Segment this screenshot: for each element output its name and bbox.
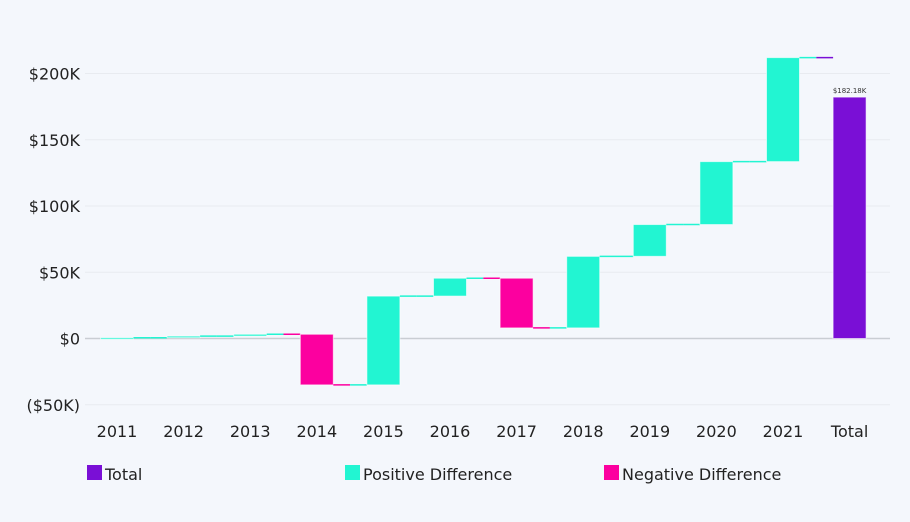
y-tick-label: $100K (29, 197, 81, 216)
y-tick-label: $200K (29, 65, 81, 84)
bar-2012 (166, 335, 201, 339)
y-tick-label: $50K (39, 263, 81, 282)
y-tick-label: $150K (29, 131, 81, 150)
bar-2018 (566, 255, 601, 329)
x-tick-label: 2014 (296, 422, 337, 441)
x-tick-label: 2017 (496, 422, 537, 441)
legend-label: Negative Difference (622, 465, 781, 484)
x-tick-label: 2015 (363, 422, 404, 441)
bar-2014 (299, 333, 334, 386)
x-tick-label: 2013 (230, 422, 271, 441)
y-tick-label: ($50K) (26, 396, 80, 415)
bar-2016 (433, 277, 467, 297)
legend-swatch-2 (604, 465, 619, 480)
x-tick-label: 2020 (696, 422, 737, 441)
bar-2013 (233, 333, 268, 337)
legend-label: Total (104, 465, 142, 484)
bar-2015 (366, 295, 401, 386)
x-tick-label: 2021 (763, 422, 804, 441)
legend-swatch-1 (345, 465, 360, 480)
bar-2017 (499, 277, 534, 329)
bar-2021 (766, 57, 800, 163)
bar-2011 (100, 337, 134, 340)
bar-total (832, 96, 867, 340)
x-tick-label: 2011 (97, 422, 138, 441)
x-tick-label: 2019 (629, 422, 670, 441)
legend-swatch-0 (87, 465, 102, 480)
legend-label: Positive Difference (363, 465, 512, 484)
data-label-total: $182.18K (833, 87, 867, 95)
x-tick-label: 2018 (563, 422, 604, 441)
bar-2019 (632, 224, 667, 257)
x-tick-label: Total (830, 422, 868, 441)
bar-2020 (699, 161, 734, 226)
y-tick-label: $0 (60, 330, 80, 349)
x-tick-label: 2012 (163, 422, 204, 441)
x-tick-label: 2016 (430, 422, 471, 441)
